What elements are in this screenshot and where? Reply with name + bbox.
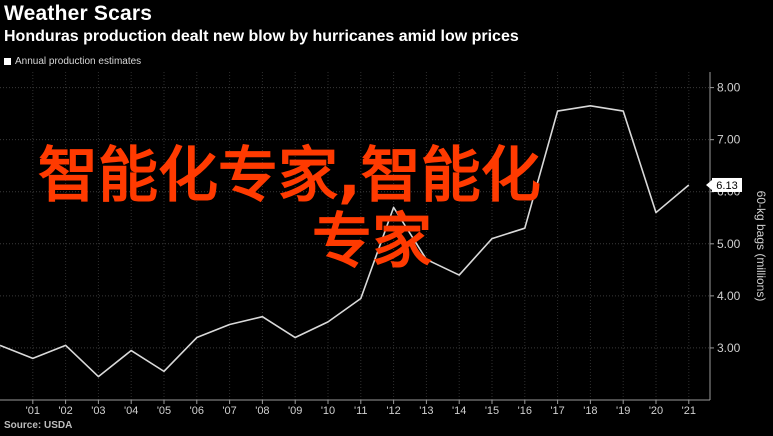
y-tick-label: 8.00 — [717, 81, 741, 95]
x-tick-label: '10 — [321, 405, 335, 417]
last-value-badge — [712, 177, 742, 192]
tick-labels: 3.004.005.006.007.008.00'01'02'03'04'05'… — [26, 81, 768, 417]
series-layer — [0, 105, 690, 378]
x-tick-label: '14 — [452, 405, 466, 417]
x-tick-label: '13 — [419, 405, 433, 417]
source-note: Source: USDA — [4, 420, 73, 431]
x-tick-label: '18 — [583, 405, 597, 417]
x-tick-label: '07 — [222, 405, 236, 417]
x-tick-label: '16 — [518, 405, 532, 417]
x-tick-label: '19 — [616, 405, 630, 417]
x-tick-label: '04 — [124, 405, 138, 417]
y-axis-title: 60-kg bags (millions) — [754, 191, 768, 302]
y-tick-label: 7.00 — [717, 133, 741, 147]
x-tick-label: '11 — [354, 405, 368, 417]
y-tick-label: 5.00 — [717, 237, 741, 251]
grid-lines — [0, 72, 710, 400]
y-tick-label: 3.00 — [717, 341, 741, 355]
y-tick-label: 4.00 — [717, 289, 741, 303]
x-tick-label: '09 — [288, 405, 302, 417]
x-tick-label: '17 — [550, 405, 564, 417]
x-tick-label: '02 — [58, 405, 72, 417]
x-tick-label: '20 — [649, 405, 663, 417]
chart-subtitle: Honduras production dealt new blow by hu… — [4, 28, 519, 45]
x-tick-label: '03 — [91, 405, 105, 417]
legend: Annual production estimates — [4, 56, 141, 67]
last-value-label: 6.13 — [716, 180, 737, 192]
series-line — [0, 105, 690, 378]
last-value-pointer — [706, 179, 712, 190]
chart-title: Weather Scars — [4, 2, 153, 25]
x-tick-label: '15 — [485, 405, 499, 417]
x-tick-label: '05 — [157, 405, 171, 417]
x-tick-label: '08 — [255, 405, 269, 417]
axes — [0, 72, 714, 404]
x-tick-label: '12 — [386, 405, 400, 417]
x-tick-label: '21 — [682, 405, 696, 417]
x-tick-label: '01 — [26, 405, 40, 417]
legend-label: Annual production estimates — [15, 56, 142, 67]
legend-swatch — [4, 58, 11, 65]
x-tick-label: '06 — [190, 405, 204, 417]
